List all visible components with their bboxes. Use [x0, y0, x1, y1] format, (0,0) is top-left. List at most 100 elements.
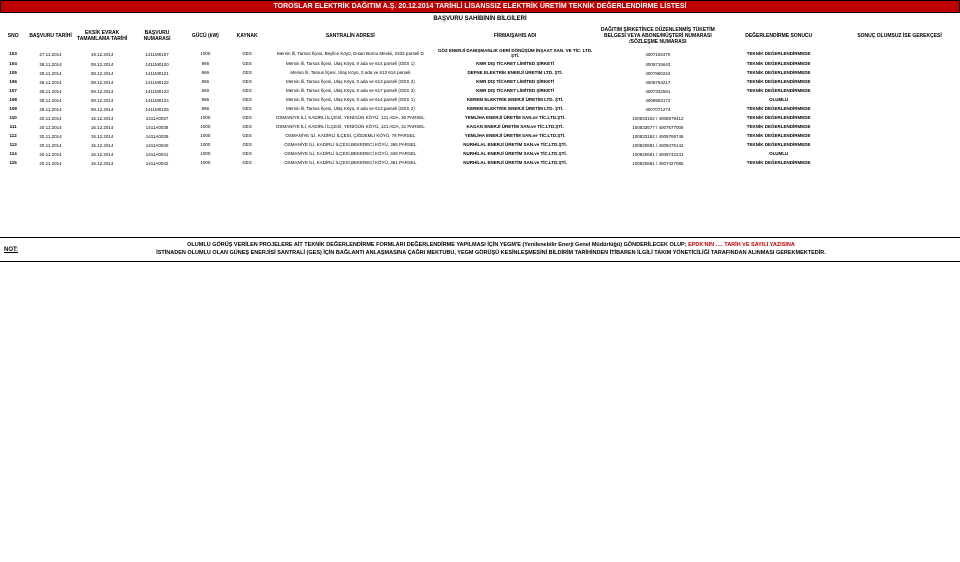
- cell-basvuru-tarihi: 20.11.2014: [26, 151, 74, 158]
- cell-eksik-evrak: 15.12.2014: [75, 133, 130, 140]
- cell-kaynak: GES: [226, 140, 268, 149]
- cell-adres: Mersin İli, Tarsus İlçesi, Beylice Köyü,…: [268, 47, 433, 59]
- cell-firma: GÖZ ENERJİ DANIŞMANLIK GERİ DÖNÜŞÜM İNŞA…: [433, 47, 598, 59]
- cell-sonuc: TEKNİK DEĞERLENDİRMEDE: [718, 158, 839, 167]
- cell-eksik-evrak: 15.12.2014: [75, 124, 130, 131]
- cell-sno: 114: [0, 149, 26, 158]
- cell-kaynak: GES: [226, 68, 268, 77]
- cell-eksik-evrak: 08.12.2014: [75, 97, 130, 104]
- footnote-line1a: OLUMLU GÖRÜŞ VERİLEN PROJELERE AİT TEKNİ…: [187, 242, 688, 248]
- cell-sno: 108: [0, 95, 26, 104]
- cell-kaynak: GES: [226, 95, 268, 104]
- th-gerekce: SONUÇ OLUMSUZ İSE GEREKÇESİ: [839, 25, 960, 47]
- cell-sonuc: TEKNİK DEĞERLENDİRMEDE: [718, 140, 839, 149]
- cell-sonuc: OLUMLU: [718, 95, 839, 104]
- th-gucu: GÜCÜ (kW): [185, 25, 227, 47]
- cell-sonuc: TEKNİK DEĞERLENDİRMEDE: [718, 47, 839, 59]
- cell-sno: 110: [0, 113, 26, 122]
- cell-adres: OSMANİYE İLİ, KADİRLİ İLÇESİ, ÇİĞDEMLİ K…: [268, 131, 433, 140]
- cell-dagitim: 4007332581: [597, 88, 718, 95]
- th-kaynak: KAYNAK: [226, 25, 268, 47]
- cell-gucu: 660: [185, 86, 227, 95]
- cell-dagitim: 4008764217: [597, 79, 718, 86]
- cell-dagitim: 4007071274: [597, 106, 718, 113]
- cell-basvuru-no: 1411A0041: [130, 151, 185, 158]
- cell-firma: YEMLİHA ENERJİ ÜRETİM SAN.ve TİC.LTD.ŞTİ…: [433, 113, 598, 122]
- cell-adres: Mersin İli, Tarsus İlçesi, Ulaş Köyü, 0 …: [268, 86, 433, 95]
- cell-gucu: 966: [185, 59, 227, 68]
- cell-gucu: 1000: [185, 113, 227, 122]
- page-title: TOROSLAR ELEKTRİK DAĞITIM A.Ş. 20.12.201…: [274, 3, 687, 10]
- cell-sonuc: TEKNİK DEĞERLENDİRMEDE: [718, 77, 839, 86]
- cell-kaynak: GES: [226, 77, 268, 86]
- cell-gucu: 1000: [185, 149, 227, 158]
- cell-sonuc: TEKNİK DEĞERLENDİRMEDE: [718, 122, 839, 131]
- evaluation-table: SNO BAŞVURU TARİHİ EKSİK EVRAK TAMAMLAMA…: [0, 25, 960, 167]
- cell-sno: 111: [0, 122, 26, 131]
- footnote-text: OLUMLU GÖRÜŞ VERİLEN PROJELERE AİT TEKNİ…: [26, 242, 956, 257]
- cell-eksik-evrak: 15.12.2014: [75, 142, 130, 149]
- cell-eksik-evrak: 08.12.2014: [75, 79, 130, 86]
- cell-firma: DEFNE ELEKTRİK ENERJİ ÜRETİM LTD. ŞTİ.: [433, 68, 598, 77]
- cell-firma: KMR DIŞ TİCARET LİMİTED ŞİRKETİ: [433, 59, 598, 68]
- section-title: BAŞVURU SAHİBİNİN BİLGİLERİ: [0, 13, 960, 25]
- th-dagitim: DAĞITIM ŞİRKETİNCE DÜZENLENMİŞ TÜKETİM B…: [597, 25, 718, 47]
- table-header-row: SNO BAŞVURU TARİHİ EKSİK EVRAK TAMAMLAMA…: [0, 25, 960, 47]
- cell-basvuru-no: 1411M0120: [130, 61, 185, 68]
- cell-sno: 109: [0, 104, 26, 113]
- cell-gerekce: [839, 86, 960, 95]
- cell-sonuc: TEKNİK DEĞERLENDİRMEDE: [718, 68, 839, 77]
- cell-kaynak: GES: [226, 113, 268, 122]
- cell-basvuru-tarihi: 28.11.2014: [26, 88, 74, 95]
- cell-sonuc: TEKNİK DEĞERLENDİRMEDE: [718, 59, 839, 68]
- cell-firma: KEREM ELEKTRİK ENERJİ ÜRETİM LTD. ŞTİ.: [433, 104, 598, 113]
- cell-kaynak: GES: [226, 158, 268, 167]
- cell-kaynak: GES: [226, 47, 268, 59]
- cell-basvuru-no: 1411A0040: [130, 142, 185, 149]
- cell-eksik-evrak: 15.12.2014: [75, 160, 130, 167]
- cell-basvuru-no: 1411M0121: [130, 70, 185, 77]
- cell-basvuru-tarihi: 28.11.2014: [26, 106, 74, 113]
- cell-gucu: 966: [185, 77, 227, 86]
- cell-eksik-evrak: 19.12.2014: [75, 50, 130, 59]
- cell-basvuru-tarihi: 20.11.2014: [26, 133, 74, 140]
- cell-adres: OSMANİYE İLİ, KADİRLİ İLÇESİ, YENİGÜN KÖ…: [268, 113, 433, 122]
- cell-sno: 112: [0, 131, 26, 140]
- th-sno: SNO: [0, 25, 26, 47]
- th-santral-adres: SANTRALİN ADRESİ: [268, 25, 433, 47]
- cell-basvuru-tarihi: 28.11.2014: [26, 61, 74, 68]
- cell-sno: 113: [0, 140, 26, 149]
- cell-basvuru-no: 1411M0122: [130, 79, 185, 86]
- cell-basvuru-tarihi: 27.11.2014: [26, 50, 74, 59]
- cell-adres: Mersin İli, Tarsus İlçesi, Ulaş Köyü, 0 …: [268, 59, 433, 68]
- cell-adres: Mersin İli, Tarsus İlçesi, Ulaş Köyü, 0 …: [268, 68, 433, 77]
- cell-basvuru-tarihi: 20.11.2014: [26, 115, 74, 122]
- cell-basvuru-tarihi: 20.11.2014: [26, 142, 74, 149]
- cell-eksik-evrak: 15.12.2014: [75, 115, 130, 122]
- cell-adres: Mersin İli, Tarsus İlçesi, Ulaş Köyü, 0 …: [268, 104, 433, 113]
- cell-firma: NURHİLAL ENERJİ ÜRETİM SAN.ve TİC.LTD.ŞT…: [433, 140, 598, 149]
- cell-kaynak: GES: [226, 131, 268, 140]
- cell-firma: NURHİLAL ENERJİ ÜRETİM SAN.ve TİC.LTD.ŞT…: [433, 158, 598, 167]
- th-basvuru-tarihi: BAŞVURU TARİHİ: [26, 25, 74, 47]
- cell-gucu: 1000: [185, 158, 227, 167]
- cell-adres: OSMANİYE İLİ, KADİRLİ İLÇESİ,BEKERECİ KÖ…: [268, 158, 433, 167]
- cell-sno: 103: [0, 47, 26, 59]
- cell-firma: NURHİLAL ENERJİ ÜRETİM SAN.ve TİC.LTD.ŞT…: [433, 149, 598, 158]
- cell-gerekce: [839, 149, 960, 158]
- cell-gerekce: [839, 68, 960, 77]
- cell-sonuc: TEKNİK DEĞERLENDİRMEDE: [718, 104, 839, 113]
- cell-dagitim: 100833677 / 4007677006: [597, 124, 718, 131]
- cell-sonuc: TEKNİK DEĞERLENDİRMEDE: [718, 131, 839, 140]
- cell-basvuru-no: 1411A0042: [130, 160, 185, 167]
- cell-gerekce: [839, 122, 960, 131]
- cell-dagitim: 100820681 / 4008742241: [597, 151, 718, 158]
- cell-gerekce: [839, 158, 960, 167]
- cell-sno: 106: [0, 77, 26, 86]
- cell-basvuru-no: 1411A0039: [130, 133, 185, 140]
- cell-dagitim: 4009715643: [597, 61, 718, 68]
- cell-adres: OSMANİYE İLİ, KADİRLİ İLÇESİ, YENİGÜN KÖ…: [268, 122, 433, 131]
- cell-sonuc: TEKNİK DEĞERLENDİRMEDE: [718, 113, 839, 122]
- cell-basvuru-tarihi: 20.11.2014: [26, 160, 74, 167]
- cell-dagitim: 100833162 / 4008579412: [597, 115, 718, 122]
